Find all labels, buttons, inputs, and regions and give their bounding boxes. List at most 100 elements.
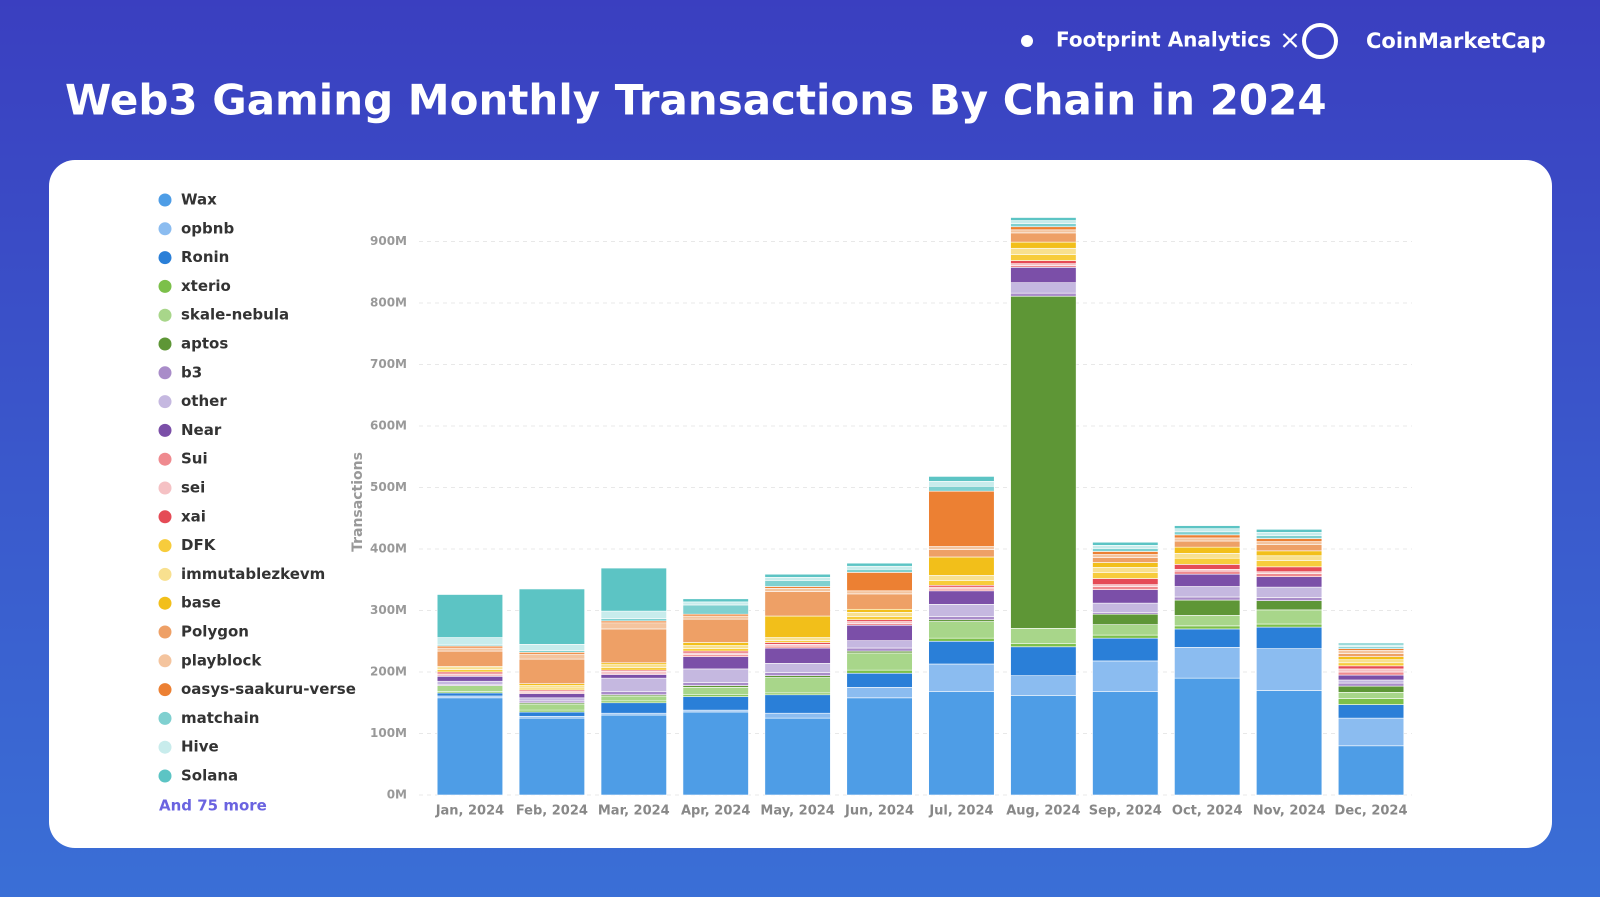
bar-segment — [1337, 691, 1405, 699]
bar-segment — [1174, 557, 1241, 565]
bar-segment — [436, 594, 504, 638]
x-tick-label: Jul, 2024 — [928, 804, 993, 819]
bar-segment — [518, 711, 585, 717]
x-tick-label: Jan, 2024 — [435, 804, 505, 819]
legend-label: base — [181, 594, 221, 612]
legend-marker — [158, 539, 172, 553]
legend-more[interactable]: And 75 more — [159, 797, 267, 815]
bar-segment — [846, 608, 913, 613]
bar-segment — [764, 672, 831, 676]
bar-segment — [682, 601, 749, 606]
bar-segment — [436, 685, 504, 692]
bar-segment — [436, 676, 504, 682]
bar-segment — [1337, 662, 1405, 667]
bar-segment — [600, 622, 667, 630]
bar-segment — [600, 691, 667, 696]
bar-segment — [846, 697, 913, 796]
bar-segment — [1010, 295, 1077, 629]
bar-segment — [846, 672, 913, 688]
bar-segment — [846, 652, 913, 671]
bar-segment — [1092, 557, 1159, 563]
bar-segment — [1092, 613, 1159, 625]
bar-segment — [764, 647, 831, 664]
bar-segment — [682, 645, 749, 649]
bar-segment — [1010, 646, 1077, 676]
bar-segment — [1256, 597, 1323, 601]
legend-label: sei — [181, 479, 205, 497]
bar-segment — [1092, 545, 1159, 549]
bar-segment — [682, 615, 749, 620]
bar-segment — [1337, 704, 1405, 719]
bar-segment — [1256, 538, 1323, 542]
bar-segment — [682, 687, 749, 696]
bar-segment — [928, 490, 995, 547]
bar-segment — [600, 664, 667, 668]
bar-segment — [1174, 677, 1241, 796]
bar-segment — [1010, 292, 1077, 297]
bar-segment — [682, 598, 749, 603]
logo — [1021, 23, 1338, 59]
bar-segment — [1092, 660, 1159, 692]
bar-segment — [764, 591, 831, 617]
legend-marker — [158, 279, 172, 293]
bar-segment — [928, 691, 995, 796]
bar-segment — [1256, 529, 1323, 533]
bar-segment — [682, 656, 749, 670]
bar-segment — [436, 697, 504, 796]
bar-segment — [1337, 656, 1405, 661]
bar-segment — [928, 604, 995, 617]
bar-segment — [1256, 550, 1323, 557]
bar-segment — [1010, 628, 1077, 645]
bar-segment — [1092, 554, 1159, 558]
legend-marker — [158, 625, 172, 639]
legend-label: other — [181, 392, 227, 410]
bar-segment — [846, 624, 913, 641]
legend-label: immutablezkevm — [181, 565, 325, 583]
legend-marker — [158, 366, 172, 380]
legend-marker — [158, 711, 172, 725]
bar-segment — [1256, 586, 1323, 598]
bar-segment — [1010, 282, 1077, 294]
bar-segment — [846, 565, 913, 570]
bar-segment — [928, 481, 995, 487]
brand: Footprint Analytics — [1056, 28, 1271, 52]
bar-segment — [682, 696, 749, 711]
bar-segment — [436, 647, 504, 652]
bar-segment — [1337, 642, 1405, 646]
x-tick-label: Sep, 2024 — [1089, 804, 1162, 819]
legend-label: Polygon — [181, 623, 249, 641]
legend-marker — [158, 423, 172, 437]
bar-segment — [1174, 553, 1241, 559]
bar-segment — [1092, 541, 1159, 546]
bar-segment — [518, 717, 585, 796]
bar-segment — [928, 640, 995, 665]
legend-label: DFK — [181, 536, 217, 554]
bar-segment — [600, 677, 667, 692]
bar-segment — [682, 642, 749, 646]
x-tick-label: Dec, 2024 — [1335, 804, 1408, 819]
bar-segment — [1174, 573, 1241, 587]
legend-marker — [158, 740, 172, 754]
x-tick-label: Mar, 2024 — [598, 804, 670, 819]
bar-segment — [682, 604, 749, 615]
bar-segment — [436, 680, 504, 685]
bar-segment — [600, 567, 667, 612]
bar-segment — [600, 674, 667, 679]
bar-segment — [1010, 241, 1077, 249]
legend-marker — [158, 337, 172, 351]
legend-marker — [158, 567, 172, 581]
legend-marker — [158, 481, 172, 495]
bar-segment — [682, 618, 749, 643]
y-axis-label: Transactions — [350, 452, 366, 552]
bar-segment — [1337, 717, 1405, 747]
bar-segment — [1337, 671, 1405, 676]
bar-segment — [764, 637, 831, 641]
bar-segment — [518, 658, 585, 684]
bar-segment — [518, 644, 585, 651]
bar-segment — [1092, 562, 1159, 568]
bar-segment — [846, 640, 913, 649]
bar-segment — [846, 612, 913, 617]
bar-segment — [928, 476, 995, 482]
bar-segment — [1092, 551, 1159, 555]
legend-label: oasys-saakuru-verse — [181, 680, 356, 698]
